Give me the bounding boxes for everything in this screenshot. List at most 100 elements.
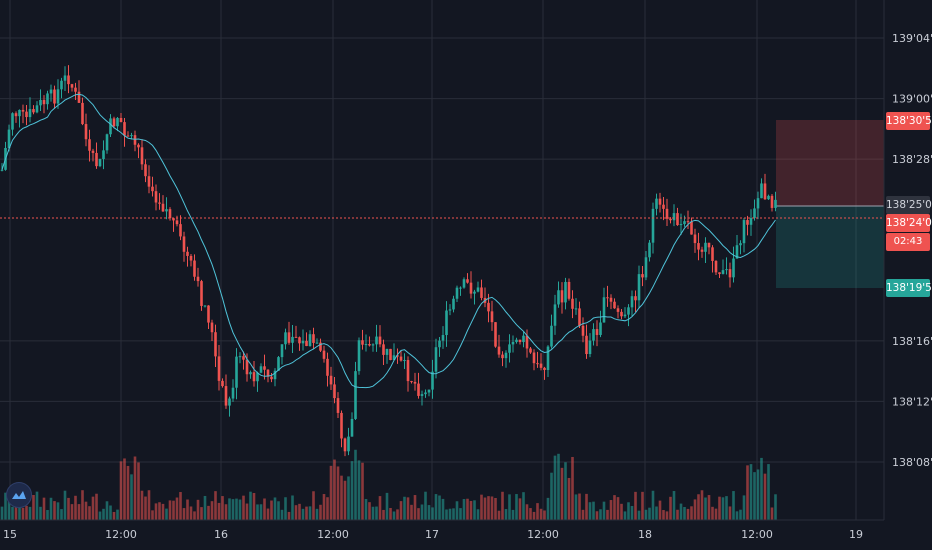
volume-bar [35,491,39,520]
volume-bar [399,501,403,520]
candle-body [60,80,63,90]
volume-bar [95,493,98,520]
candle-body [28,109,32,118]
volume-bar [235,498,238,520]
candle-body [571,298,574,309]
candle-body [126,135,130,137]
candle-body [651,208,655,243]
candle-body [81,102,84,125]
volume-bar [504,509,508,520]
candle-body [627,307,630,315]
volume-bar [767,464,770,520]
candle-body [431,371,434,390]
candle-body [109,118,112,135]
volume-bar [749,464,753,520]
candle-body [567,281,571,299]
volume-bar [343,480,347,520]
candle-body [742,220,746,244]
volume-bar [203,495,207,520]
candle-body [469,282,473,294]
volume-bar [508,494,511,520]
volume-bar [473,500,476,520]
candle-body [221,380,224,387]
stop-loss-zone[interactable] [776,120,884,206]
candle-body [529,348,532,353]
volume-bar [763,473,767,520]
volume-bar [11,506,14,520]
candle-body [746,220,749,225]
candle-body [410,381,413,383]
volume-bar [511,509,515,520]
candle-body [420,394,424,396]
volume-bar [207,505,210,520]
candle-body [585,335,588,355]
candle-body [441,335,445,341]
candle-body [112,118,116,127]
candle-body [511,341,515,345]
price-axis[interactable]: 139'04'0 139'00'0 138'28'0 138'16'0 138'12'0… [892,32,932,469]
volume-bar [378,496,382,520]
volume-bar [168,500,172,520]
volume-bar [161,503,165,520]
candle-body [560,290,564,303]
volume-bar [525,504,529,520]
volume-bar [298,503,301,520]
volume-bar [144,496,147,520]
candle-body [200,281,203,306]
candle-body [193,260,196,277]
volume-bar [529,508,532,520]
volume-bar [312,491,315,520]
candle-body [396,355,399,357]
candle-body [343,438,347,452]
volume-bar [413,495,417,520]
volume-bar [354,449,357,520]
volume-bar [305,506,308,520]
volume-bar [4,492,7,520]
candle-body [679,224,683,226]
volume-bar [263,498,266,520]
candle-body [98,159,102,167]
candle-body [224,386,228,406]
candle-body [693,234,697,244]
volume-bar [536,503,539,520]
candle-body [305,340,308,347]
time-axis[interactable]: 15 12:00 16 12:00 17 12:00 18 12:00 19 [3,528,863,541]
candle-body [357,340,361,372]
volume-bar [546,497,550,520]
candle-body [623,314,627,317]
candle-body [403,360,406,362]
candle-body [417,383,420,396]
volume-bar [571,456,574,520]
volume-bar [158,502,161,520]
candle-body [249,372,252,375]
volume-bar [721,497,725,520]
candle-body [14,113,18,117]
volume-bar [427,505,431,520]
candle-body [707,242,711,248]
candle-body [333,384,336,399]
candle-body [364,344,368,346]
tradingview-logo-icon[interactable] [6,482,32,508]
candle-body [616,308,620,312]
candle-body [662,204,665,209]
volume-bar [210,501,214,520]
volume-bar [242,495,245,520]
volume-bar [476,509,480,520]
take-profit-zone[interactable] [776,206,884,288]
candle-body [301,340,305,344]
volume-bar [725,496,728,520]
volume-bar [25,505,28,520]
candle-body [168,209,172,219]
candle-body [686,221,690,223]
volume-bar [347,476,350,520]
candle-body [280,344,284,358]
volume-bar [105,501,109,520]
volume-bar [550,472,553,520]
candle-body [312,334,315,343]
price-tick-label: 138'28'0 [892,153,932,166]
volume-bar [214,491,217,520]
volume-bar [357,460,361,520]
volume-bar [735,511,739,520]
candle-body [182,236,186,252]
